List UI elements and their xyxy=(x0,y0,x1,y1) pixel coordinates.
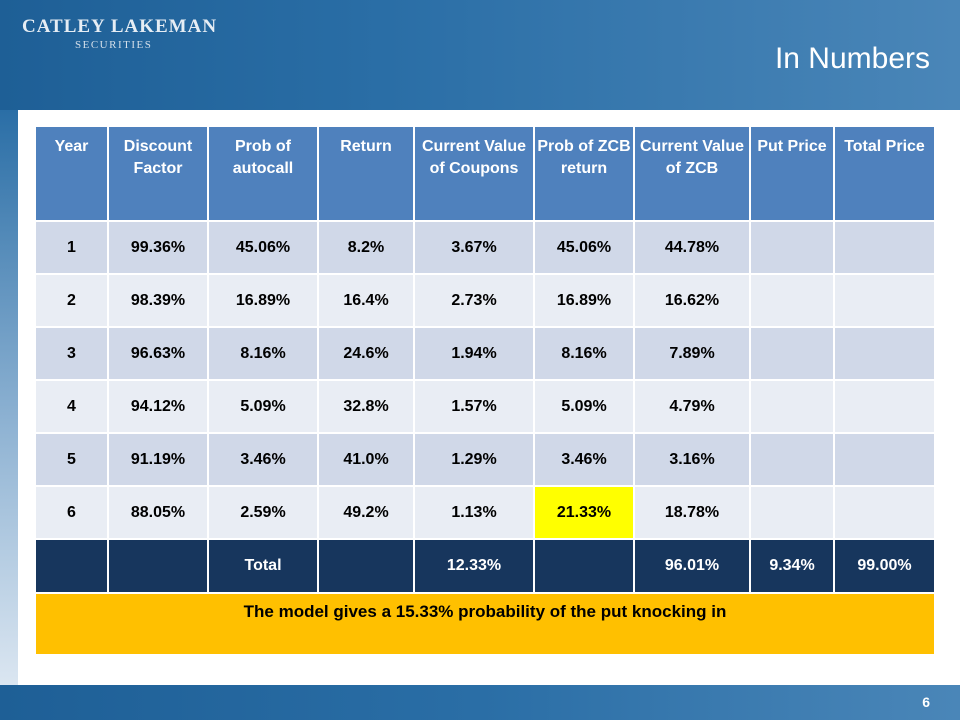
header-prob-autocall: Prob of autocall xyxy=(207,125,319,222)
table-cell: 16.89% xyxy=(207,273,319,328)
table-cell: 99.36% xyxy=(107,220,209,275)
table-cell: 3.67% xyxy=(413,220,535,275)
table-cell: 5 xyxy=(34,432,109,487)
table-cell: 8.16% xyxy=(533,326,635,381)
table-cell: 7.89% xyxy=(633,326,751,381)
company-logo-subtitle: SECURITIES xyxy=(75,39,153,51)
highlighted-cell: 21.33% xyxy=(533,485,635,540)
header-banner: CATLEY LAKEMAN SECURITIES In Numbers xyxy=(0,0,960,110)
header-total-price: Total Price xyxy=(833,125,936,222)
table-cell xyxy=(749,432,835,487)
model-note: The model gives a 15.33% probability of … xyxy=(34,592,936,656)
table-cell: 94.12% xyxy=(107,379,209,434)
table-cell: 4.79% xyxy=(633,379,751,434)
table-cell: 44.78% xyxy=(633,220,751,275)
header-discount-factor: Discount Factor xyxy=(107,125,209,222)
total-row: Total 12.33% 96.01% 9.34% 99.00% xyxy=(34,538,936,594)
table-cell: 1.57% xyxy=(413,379,535,434)
note-row: The model gives a 15.33% probability of … xyxy=(34,592,936,656)
slide-title: In Numbers xyxy=(774,42,930,75)
table-header-row: Year Discount Factor Prob of autocall Re… xyxy=(34,125,936,222)
header-year: Year xyxy=(34,125,109,222)
header-current-value-coupons: Current Value of Coupons xyxy=(413,125,535,222)
total-cell xyxy=(533,538,635,594)
table-cell: 3.46% xyxy=(533,432,635,487)
table-cell: 98.39% xyxy=(107,273,209,328)
table-cell: 8.16% xyxy=(207,326,319,381)
table-cell: 49.2% xyxy=(317,485,415,540)
header-prob-zcb-return: Prob of ZCB return xyxy=(533,125,635,222)
table-cell: 1.13% xyxy=(413,485,535,540)
table-cell: 24.6% xyxy=(317,326,415,381)
table-cell: 6 xyxy=(34,485,109,540)
table-cell: 1.94% xyxy=(413,326,535,381)
table-cell xyxy=(833,326,936,381)
table-row: 6 88.05% 2.59% 49.2% 1.13% 21.33% 18.78% xyxy=(34,485,936,540)
total-cell xyxy=(107,538,209,594)
table-cell xyxy=(749,379,835,434)
table-row: 4 94.12% 5.09% 32.8% 1.57% 5.09% 4.79% xyxy=(34,379,936,434)
side-accent-bar xyxy=(0,110,18,685)
table-cell: 41.0% xyxy=(317,432,415,487)
table-cell: 96.63% xyxy=(107,326,209,381)
table-cell xyxy=(749,485,835,540)
table-cell: 45.06% xyxy=(533,220,635,275)
table-cell: 16.62% xyxy=(633,273,751,328)
table-cell: 32.8% xyxy=(317,379,415,434)
table-cell: 1.29% xyxy=(413,432,535,487)
total-zcb: 96.01% xyxy=(633,538,751,594)
table-cell: 18.78% xyxy=(633,485,751,540)
company-logo: CATLEY LAKEMAN xyxy=(22,16,218,37)
table-cell: 88.05% xyxy=(107,485,209,540)
header-current-value-zcb: Current Value of ZCB xyxy=(633,125,751,222)
table-cell: 2.73% xyxy=(413,273,535,328)
total-put-price: 9.34% xyxy=(749,538,835,594)
table-cell: 2.59% xyxy=(207,485,319,540)
table-cell: 3.46% xyxy=(207,432,319,487)
total-price: 99.00% xyxy=(833,538,936,594)
table-row: 2 98.39% 16.89% 16.4% 2.73% 16.89% 16.62… xyxy=(34,273,936,328)
table-cell: 16.89% xyxy=(533,273,635,328)
table-cell: 5.09% xyxy=(533,379,635,434)
header-put-price: Put Price xyxy=(749,125,835,222)
table-cell: 5.09% xyxy=(207,379,319,434)
header-return: Return xyxy=(317,125,415,222)
table-cell xyxy=(749,326,835,381)
table-row: 5 91.19% 3.46% 41.0% 1.29% 3.46% 3.16% xyxy=(34,432,936,487)
table-cell: 45.06% xyxy=(207,220,319,275)
page-number: 6 xyxy=(922,694,930,710)
table-cell xyxy=(833,273,936,328)
numbers-table: Year Discount Factor Prob of autocall Re… xyxy=(34,125,936,656)
table-cell: 3.16% xyxy=(633,432,751,487)
total-coupons: 12.33% xyxy=(413,538,535,594)
table-cell: 8.2% xyxy=(317,220,415,275)
table-cell: 1 xyxy=(34,220,109,275)
footer-banner: 6 xyxy=(0,685,960,720)
table-cell xyxy=(833,485,936,540)
table-cell: 4 xyxy=(34,379,109,434)
table-cell: 3 xyxy=(34,326,109,381)
table-cell xyxy=(833,220,936,275)
table-cell xyxy=(833,379,936,434)
table-cell: 91.19% xyxy=(107,432,209,487)
total-label: Total xyxy=(207,538,319,594)
total-cell xyxy=(34,538,109,594)
table-row: 1 99.36% 45.06% 8.2% 3.67% 45.06% 44.78% xyxy=(34,220,936,275)
table-cell xyxy=(749,220,835,275)
total-cell xyxy=(317,538,415,594)
table-cell xyxy=(749,273,835,328)
table-cell: 16.4% xyxy=(317,273,415,328)
table-row: 3 96.63% 8.16% 24.6% 1.94% 8.16% 7.89% xyxy=(34,326,936,381)
table-cell: 2 xyxy=(34,273,109,328)
table-cell xyxy=(833,432,936,487)
